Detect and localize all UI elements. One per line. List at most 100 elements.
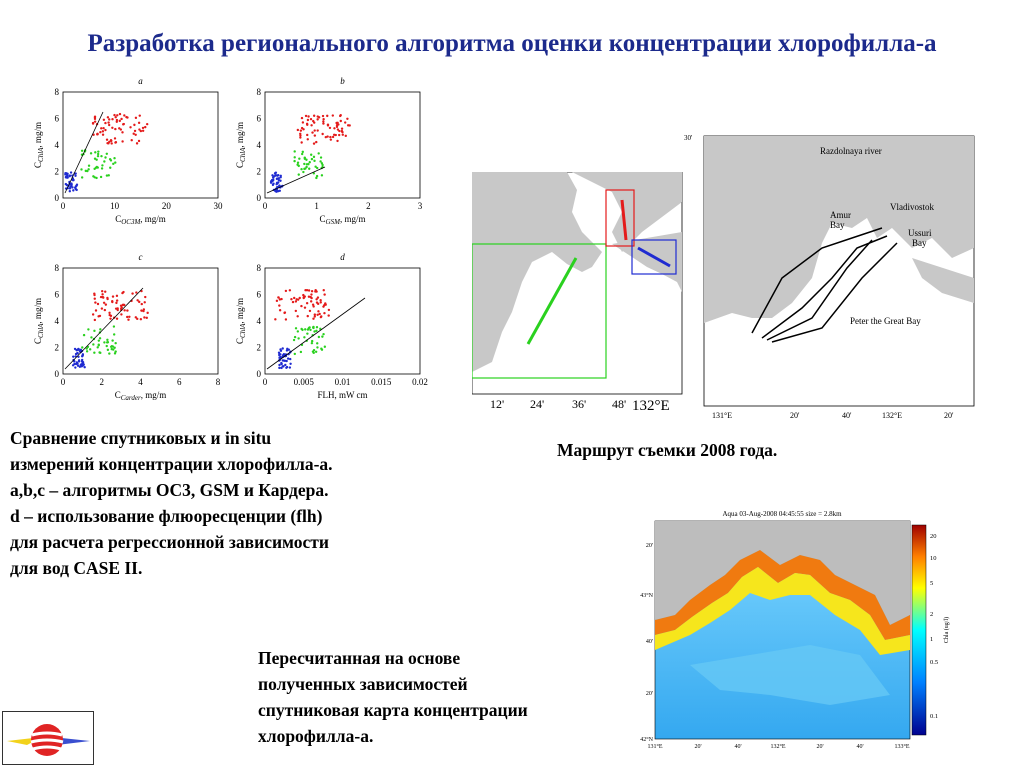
data-point — [303, 306, 307, 309]
label-ussuri-bay-2: Bay — [912, 238, 927, 248]
data-point — [332, 133, 336, 136]
x-tick-label: 0.01 — [335, 377, 351, 387]
data-point — [105, 152, 109, 155]
data-point — [111, 117, 114, 121]
lat-tick-label: 20' — [646, 543, 653, 549]
data-point — [121, 140, 124, 143]
lon-tick-label: 40' — [842, 411, 852, 420]
caption-line: для расчета регрессионной зависимости — [10, 532, 329, 552]
data-point — [106, 338, 109, 342]
data-point — [114, 127, 117, 131]
data-point — [320, 174, 324, 177]
data-point — [321, 163, 324, 167]
data-point — [307, 289, 311, 292]
data-point — [273, 172, 277, 175]
scatter-panel-b: b 0 2 4 6 8 0 1 2 3 CGSM, mg/m CChlA, mg/m — [235, 76, 423, 226]
data-point — [319, 156, 323, 159]
data-point — [104, 156, 107, 159]
route-map: 12' 24' 36' 48' 132°E — [472, 172, 683, 414]
data-point — [123, 309, 126, 312]
data-point — [76, 364, 80, 367]
data-point — [322, 117, 325, 121]
data-point — [280, 362, 283, 366]
lon-tick-label: 20' — [790, 411, 800, 420]
data-point — [104, 128, 107, 132]
data-point — [111, 300, 114, 304]
data-point — [344, 134, 347, 138]
data-point — [306, 314, 309, 318]
data-point — [308, 309, 312, 313]
data-point — [278, 366, 281, 370]
data-point — [322, 332, 325, 336]
data-point — [104, 121, 107, 125]
data-point — [316, 129, 319, 132]
y-tick-label: 8 — [55, 263, 60, 273]
data-point — [128, 315, 131, 318]
data-point — [100, 167, 104, 170]
data-point — [120, 117, 123, 121]
data-point — [292, 338, 296, 342]
data-point — [311, 303, 315, 306]
colorbar-tick-label: 5 — [930, 580, 933, 587]
regression-line — [266, 166, 326, 194]
data-point — [310, 339, 314, 343]
lat-label: 30' — [684, 134, 692, 142]
y-tick-label: 2 — [257, 343, 262, 353]
data-point — [132, 132, 135, 135]
data-point — [316, 118, 319, 121]
data-point — [104, 290, 107, 293]
data-point — [296, 163, 299, 166]
data-point — [286, 357, 290, 360]
data-point — [296, 161, 300, 164]
data-point — [279, 179, 282, 182]
data-point — [102, 301, 106, 304]
data-point — [136, 299, 139, 302]
data-point — [144, 125, 147, 129]
data-point — [93, 318, 97, 322]
x-axis-label: COC3M, mg/m — [115, 214, 166, 226]
data-point — [284, 363, 287, 367]
data-point — [315, 174, 319, 178]
data-point — [315, 298, 318, 301]
data-point — [104, 303, 108, 306]
data-point — [99, 328, 102, 331]
data-point — [316, 313, 319, 316]
lat-tick-label: 43°N — [640, 592, 653, 599]
data-point — [348, 124, 351, 127]
data-point — [77, 347, 80, 351]
data-point — [78, 365, 82, 368]
data-point — [339, 113, 342, 117]
lat-tick-label: 40' — [646, 639, 653, 645]
colorbar-tick-label: 0.1 — [930, 713, 938, 720]
data-point — [304, 328, 307, 331]
data-point — [299, 136, 302, 139]
data-point — [274, 318, 277, 321]
y-tick-label: 2 — [257, 167, 262, 177]
data-point — [111, 126, 114, 129]
data-point — [95, 158, 98, 161]
lon-tick-label: 131°E — [647, 743, 662, 750]
data-point — [75, 188, 78, 192]
data-point — [305, 302, 309, 305]
data-point — [337, 133, 341, 137]
data-point — [293, 150, 296, 153]
data-point — [280, 366, 283, 370]
data-point — [134, 316, 137, 319]
data-point — [130, 139, 133, 142]
y-tick-label: 0 — [55, 193, 60, 203]
data-point — [113, 137, 117, 140]
data-point — [341, 133, 344, 136]
label-peter-the-great-bay: Peter the Great Bay — [850, 316, 921, 326]
caption-line: для вод CASE II. — [10, 558, 143, 578]
data-point — [64, 171, 67, 175]
label-ussuri-bay: Ussuri — [908, 228, 932, 238]
data-point — [72, 355, 75, 358]
data-point — [322, 120, 325, 123]
colorbar-label: Chla (ug/l) — [943, 617, 950, 643]
data-point — [322, 122, 325, 125]
data-point — [293, 352, 297, 356]
data-point — [138, 300, 141, 304]
data-point — [138, 114, 141, 117]
lon-tick-label: 20' — [816, 744, 823, 750]
data-point — [293, 156, 296, 159]
